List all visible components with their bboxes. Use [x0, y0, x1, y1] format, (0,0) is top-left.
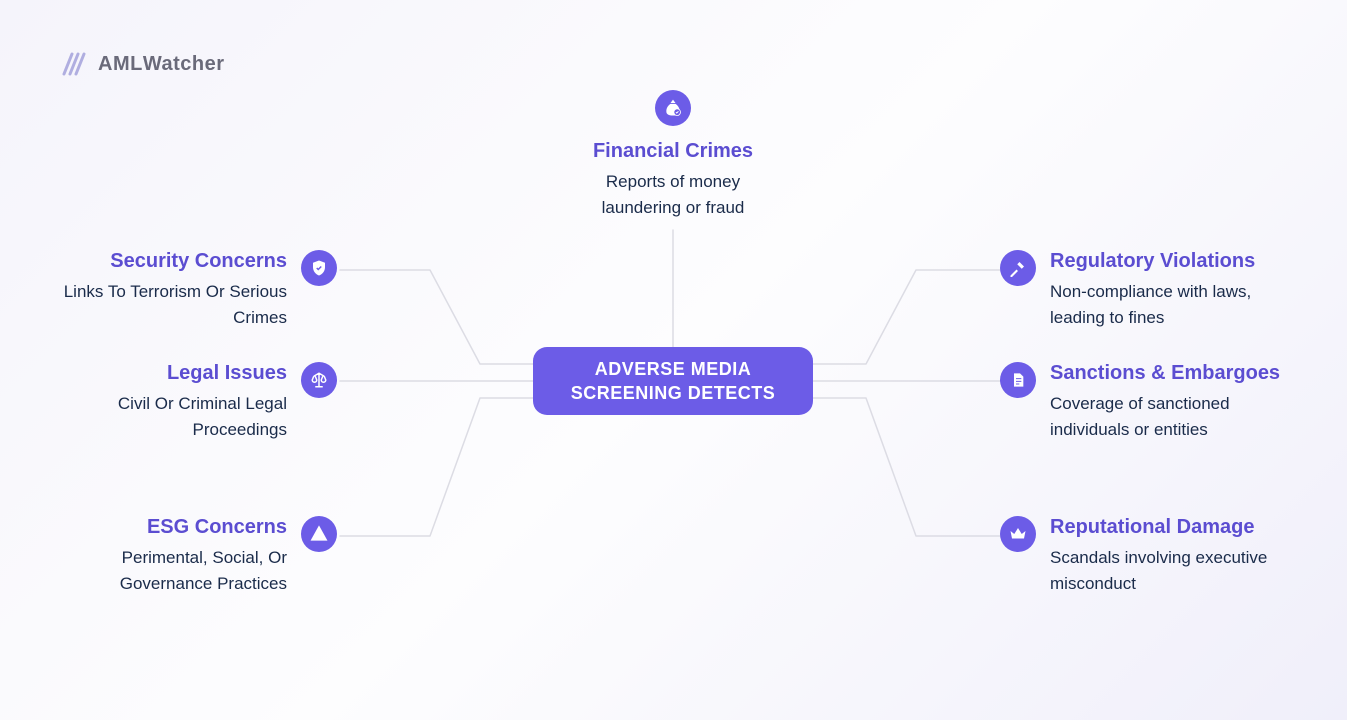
node-desc: Civil Or Criminal Legal Proceedings — [47, 391, 287, 442]
shield-icon — [301, 250, 337, 286]
node-reputational-damage: Reputational Damage Scandals involving e… — [1000, 516, 1290, 596]
gavel-icon — [1000, 250, 1036, 286]
node-desc: Scandals involving executive misconduct — [1050, 545, 1290, 596]
logo-icon — [60, 50, 88, 78]
node-financial-crimes: Financial Crimes Reports of money launde… — [573, 90, 773, 220]
center-node-label: ADVERSE MEDIASCREENING DETECTS — [571, 357, 776, 406]
node-title: Financial Crimes — [573, 140, 773, 163]
node-title: Reputational Damage — [1050, 516, 1290, 539]
alert-icon — [301, 516, 337, 552]
node-desc: Non-compliance with laws, leading to fin… — [1050, 279, 1290, 330]
node-title: Legal Issues — [47, 362, 287, 385]
crown-icon — [1000, 516, 1036, 552]
node-desc: Perimental, Social, Or Governance Practi… — [47, 545, 287, 596]
node-title: ESG Concerns — [47, 516, 287, 539]
document-icon — [1000, 362, 1036, 398]
node-desc: Reports of money laundering or fraud — [573, 169, 773, 220]
node-esg-concerns: ESG Concerns Perimental, Social, Or Gove… — [47, 516, 337, 596]
node-desc: Links To Terrorism Or Serious Crimes — [47, 279, 287, 330]
money-bag-icon — [655, 90, 691, 126]
scales-icon — [301, 362, 337, 398]
node-title: Regulatory Violations — [1050, 250, 1290, 273]
node-desc: Coverage of sanctioned individuals or en… — [1050, 391, 1290, 442]
logo: AMLWatcher — [60, 50, 225, 78]
node-sanctions-embargoes: Sanctions & Embargoes Coverage of sancti… — [1000, 362, 1290, 442]
node-regulatory-violations: Regulatory Violations Non-compliance wit… — [1000, 250, 1290, 330]
center-node: ADVERSE MEDIASCREENING DETECTS — [533, 347, 813, 415]
node-security-concerns: Security Concerns Links To Terrorism Or … — [47, 250, 337, 330]
logo-text: AMLWatcher — [98, 53, 225, 76]
node-legal-issues: Legal Issues Civil Or Criminal Legal Pro… — [47, 362, 337, 442]
node-title: Sanctions & Embargoes — [1050, 362, 1290, 385]
node-title: Security Concerns — [47, 250, 287, 273]
